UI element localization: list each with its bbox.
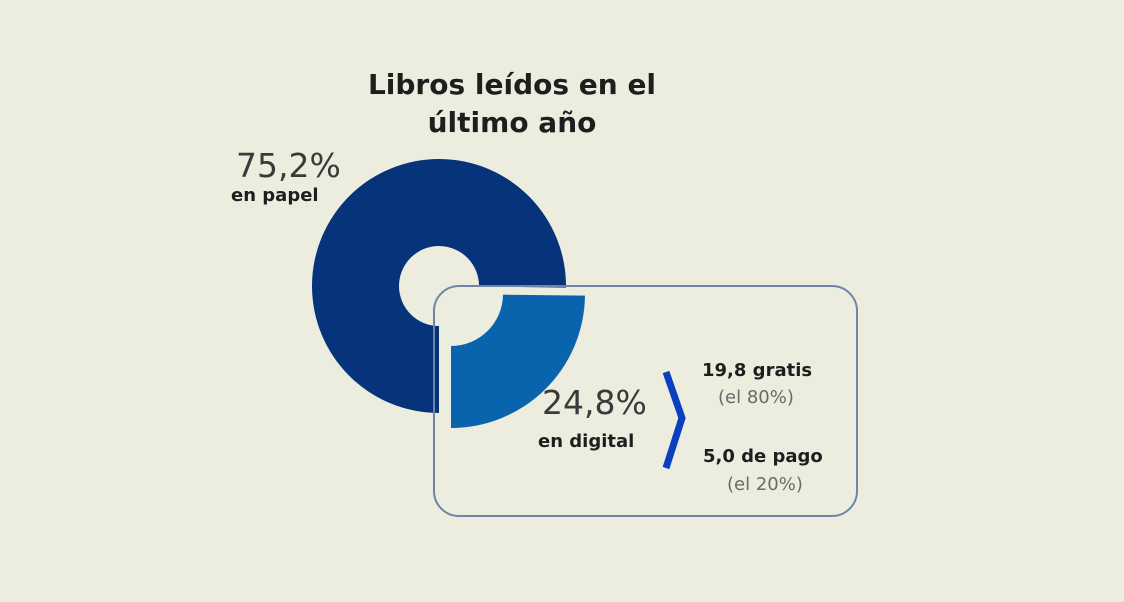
title-line-1: Libros leídos en el [367, 68, 657, 101]
title-line-2: último año [427, 106, 597, 139]
paid-share: (el 20%) [727, 474, 803, 495]
bracket-icon [662, 370, 686, 470]
paper-label: en papel [231, 185, 319, 206]
paper-percent: 75,2% [236, 146, 341, 185]
slice-digital [451, 294, 585, 428]
digital-percent: 24,8% [542, 383, 647, 422]
paid-label: 5,0 de pago [703, 446, 823, 467]
slice-paper [312, 158, 567, 413]
free-label: 19,8 gratis [702, 360, 813, 381]
digital-label: en digital [538, 431, 635, 452]
digital-breakdown-box [433, 285, 858, 517]
chart-title: Libros leídos en el último año [330, 66, 694, 142]
free-share: (el 80%) [718, 387, 794, 408]
